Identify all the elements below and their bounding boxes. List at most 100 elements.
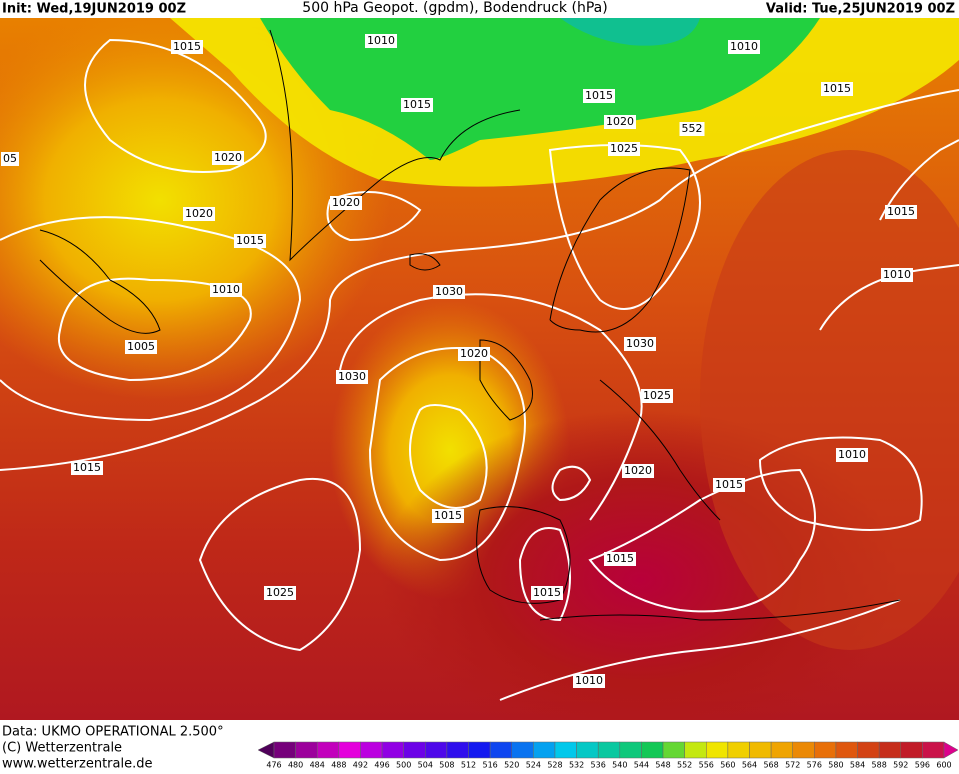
isobar-label-text: 1015: [173, 40, 201, 53]
isobar-label: 1030: [336, 370, 368, 384]
colorbar-box: [360, 741, 383, 759]
colorbar-label: 536: [591, 761, 606, 770]
isobar-label-box: [401, 98, 433, 112]
isobar-label: 552: [679, 122, 705, 136]
colorbar-label: 492: [353, 761, 368, 770]
colorbar-label: 520: [504, 761, 519, 770]
colorbar: 476 480 484 488 492 496 500 504 508 512 516 520 524 5…: [257, 741, 959, 770]
colorbar-label: 552: [677, 761, 692, 770]
colorbar-box: [727, 741, 750, 759]
isobar-label-text: 1015: [236, 234, 264, 247]
isobar-label: 05: [1, 152, 19, 166]
isobar-label: 1025: [264, 586, 296, 600]
colorbar-box: [338, 741, 361, 759]
isobar-label: 1010: [365, 34, 397, 48]
isobar-label-text: 1030: [338, 370, 366, 383]
isobar-label-text: 1010: [730, 40, 758, 53]
colorbar-label: 548: [655, 761, 670, 770]
colorbar-box: [576, 741, 599, 759]
isobar-label: 1015: [531, 586, 563, 600]
isobar-label: 1010: [728, 40, 760, 54]
isobar-label-text: 1015: [434, 509, 462, 522]
colorbar-label: 592: [893, 761, 908, 770]
website: www.wetterzentrale.de: [2, 757, 152, 771]
field: [260, 18, 820, 160]
isobar-label-box: [264, 586, 296, 600]
colorbar-box: [381, 741, 404, 759]
isobar-label-text: 1015: [823, 82, 851, 95]
colorbar-box: [511, 741, 534, 759]
isobar-label-box: [821, 82, 853, 96]
isobar-label: 1030: [624, 337, 656, 351]
isobar-label: 1030: [433, 285, 465, 299]
isobar-label-text: 1020: [185, 207, 213, 220]
isobar-label-box: [604, 115, 636, 129]
isobar-label-text: 1015: [533, 586, 561, 599]
colorbar-end: [943, 741, 959, 759]
isobar-label: 1010: [836, 448, 868, 462]
isobar-label-box: [212, 151, 244, 165]
colorbar-label: 504: [418, 761, 433, 770]
copyright: (C) Wetterzentrale: [2, 741, 122, 756]
isobar-label-box: [881, 268, 913, 282]
isobar-label: 1015: [583, 89, 615, 103]
colorbar-box: [316, 741, 340, 759]
colorbar-box: [597, 741, 621, 759]
colorbar-box: [922, 741, 945, 759]
isobar-label: 1025: [608, 142, 640, 156]
isobar-label: 1020: [604, 115, 636, 129]
isobar-label-text: 05: [3, 152, 17, 165]
isobar-label-box: [125, 340, 157, 354]
colorbar-box: [273, 741, 296, 759]
isobar-label-text: 1030: [626, 337, 654, 350]
colorbar-label: 600: [936, 761, 951, 770]
map: [0, 18, 959, 720]
isobar-label-box: [330, 196, 362, 210]
isobar-label-text: 1015: [585, 89, 613, 102]
colorbar-label: 584: [850, 761, 865, 770]
colorbar-label: 516: [482, 761, 497, 770]
colorbar-label: 580: [828, 761, 843, 770]
isobar-label-text: 552: [682, 122, 703, 135]
colorbar-label: 480: [288, 761, 303, 770]
isobar-label: 1015: [234, 234, 266, 248]
isobar-label-text: 1010: [575, 674, 603, 687]
colorbar-box: [641, 741, 664, 759]
isobar-label: 1015: [821, 82, 853, 96]
colorbar-label: 508: [439, 761, 454, 770]
colorbar-label: 496: [374, 761, 389, 770]
isobar-label: 1020: [212, 151, 244, 165]
isobar-label-text: 1015: [73, 461, 101, 474]
colorbar-box: [835, 741, 858, 759]
colorbar-box: [857, 741, 880, 759]
isobar-label-box: [728, 40, 760, 54]
colorbar-box: [295, 741, 318, 759]
colorbar-label: 568: [763, 761, 778, 770]
colorbar-label: 560: [720, 761, 735, 770]
isobar-label-box: [210, 283, 242, 297]
colorbar-label: 524: [526, 761, 541, 770]
isobar-label-box: [1, 152, 19, 166]
isobar-label-text: 1010: [883, 268, 911, 281]
colorbar-box: [792, 741, 815, 759]
isobar-label: 1010: [210, 283, 242, 297]
isobar-label: 1020: [622, 464, 654, 478]
isobar-label-box: [531, 586, 563, 600]
isobar-label-box: [183, 207, 215, 221]
colorbar-box: [662, 741, 685, 759]
isobar-label: 1015: [71, 461, 103, 475]
colorbar-box: [446, 741, 469, 759]
isobar-label-box: [432, 509, 464, 523]
colorbar-label: 528: [547, 761, 562, 770]
isobar-label-text: 1015: [606, 552, 634, 565]
isobars: [0, 38, 959, 701]
colorbar-label: 476: [266, 761, 281, 770]
colorbar-label: 532: [569, 761, 584, 770]
isobar-label-text: 1020: [332, 196, 360, 209]
data-source: Data: UKMO OPERATIONAL 2.500°: [2, 725, 224, 740]
colorbar-label: 576: [807, 761, 822, 770]
colorbar-label: 544: [634, 761, 649, 770]
isobar-label: 1015: [885, 205, 917, 219]
colorbar-end: [257, 741, 275, 759]
